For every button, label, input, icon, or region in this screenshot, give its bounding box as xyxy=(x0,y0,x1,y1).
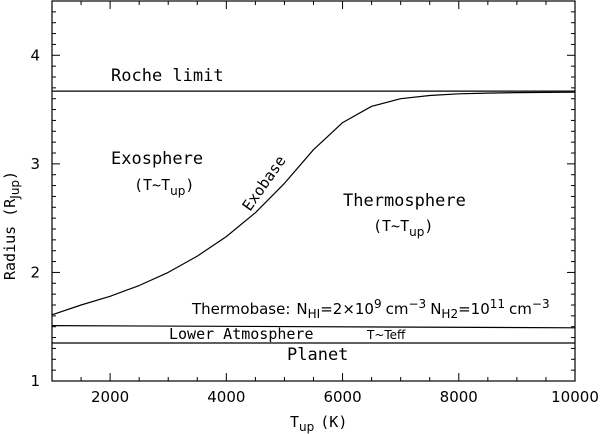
x-tick-label: 2000 xyxy=(91,388,129,406)
axis-ticks: 2000 4000 6000 8000 10000 1 2 3 4 xyxy=(30,0,599,406)
exobase-label: Exobase xyxy=(239,152,290,214)
x-axis-label: Tup (K) xyxy=(290,413,347,434)
y-tick-label: 2 xyxy=(30,263,40,281)
x-tick-label: 6000 xyxy=(323,388,361,406)
y-axis-label: Radius (RJup) xyxy=(1,171,22,280)
exosphere-temperature: (T~Tup) xyxy=(134,176,194,198)
series-line-exobase xyxy=(51,91,576,316)
series-line-thermobase xyxy=(51,325,576,329)
series-group xyxy=(51,90,576,344)
roche-limit-label: Roche limit xyxy=(111,66,224,86)
thermosphere-label: Thermosphere xyxy=(343,191,466,211)
planet-label: Planet xyxy=(287,345,348,365)
plot-frame xyxy=(51,0,576,382)
x-tick-label: 10000 xyxy=(551,388,599,406)
exosphere-label: Exosphere xyxy=(111,149,203,169)
x-tick-label: 8000 xyxy=(440,388,478,406)
thermosphere-temperature: (T~Tup) xyxy=(373,217,433,239)
y-tick-label: 1 xyxy=(30,372,40,390)
y-tick-label: 3 xyxy=(30,155,40,173)
y-tick-label: 4 xyxy=(30,46,40,64)
thermobase-label: Thermobase: NHI=2×109 cm−3 NH2=1011 cm−3 xyxy=(191,297,550,321)
lower-atmosphere-temperature: T~Teff xyxy=(366,328,406,342)
x-tick-label: 4000 xyxy=(207,388,245,406)
lower-atmosphere-label: Lower Atmosphere xyxy=(169,325,314,343)
